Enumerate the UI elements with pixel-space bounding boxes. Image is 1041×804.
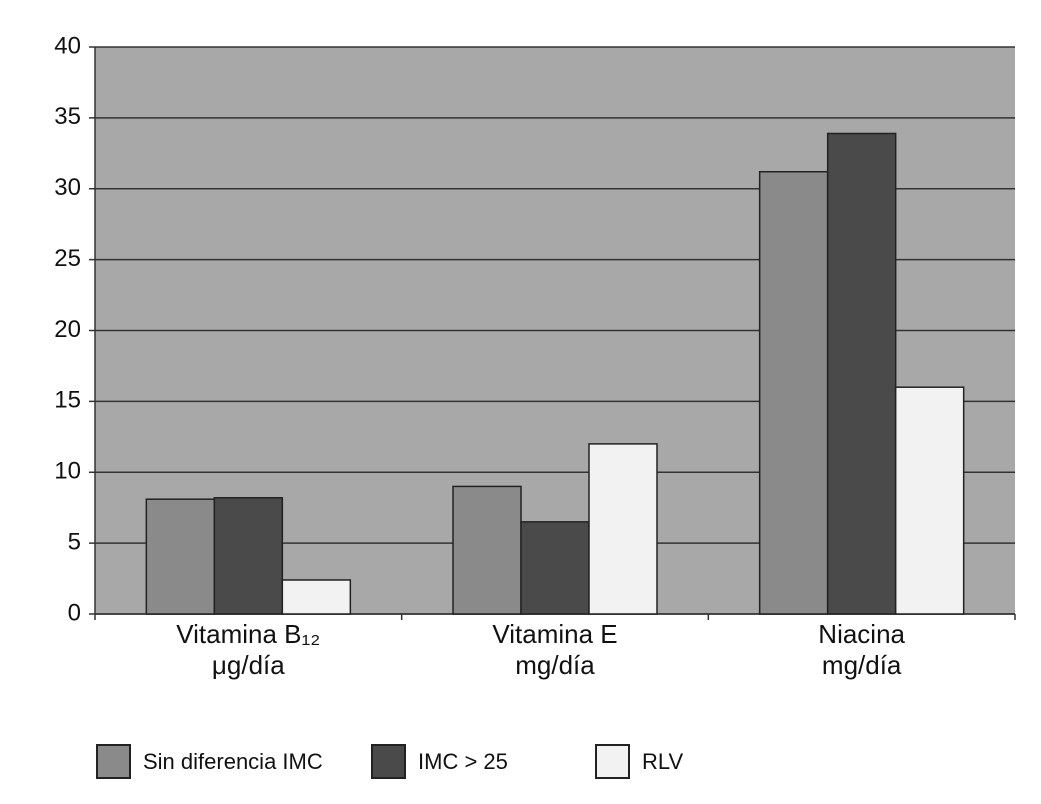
x-tick-label: mg/día xyxy=(822,650,902,680)
x-tick-label: Vitamina B₁₂ xyxy=(176,619,320,649)
y-tick-label: 35 xyxy=(54,103,81,130)
bar xyxy=(826,132,897,615)
y-tick-label: 0 xyxy=(68,599,81,626)
bar xyxy=(145,498,216,615)
legend-swatch xyxy=(96,744,131,779)
bar xyxy=(213,497,284,615)
y-tick-label: 5 xyxy=(68,528,81,555)
bar xyxy=(758,170,829,615)
legend-swatch xyxy=(371,744,406,779)
y-tick-label: 40 xyxy=(54,32,81,59)
bar xyxy=(452,485,522,615)
y-tick-label: 10 xyxy=(54,458,81,485)
x-tick-label: Niacina xyxy=(818,619,905,649)
y-tick-label: 30 xyxy=(54,174,81,201)
bar xyxy=(894,386,965,615)
x-tick-label: mg/día xyxy=(515,650,595,680)
x-tick-label: μg/día xyxy=(212,650,285,680)
y-tick-label: 20 xyxy=(54,316,81,343)
bar xyxy=(520,521,590,615)
bar xyxy=(588,443,658,615)
y-tick-label: 25 xyxy=(54,245,81,272)
legend-label: RLV xyxy=(642,749,683,774)
x-tick-label: Vitamina E xyxy=(492,619,617,649)
legend-label: Sin diferencia IMC xyxy=(143,749,323,774)
y-tick-label: 15 xyxy=(54,387,81,414)
legend-label: IMC > 25 xyxy=(418,749,508,774)
bar xyxy=(281,579,352,615)
legend-swatch xyxy=(595,744,630,779)
